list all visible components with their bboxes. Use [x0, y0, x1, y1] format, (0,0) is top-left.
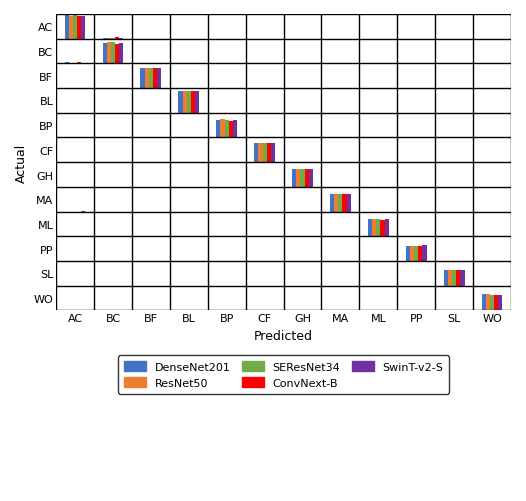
- Bar: [456, 271, 460, 286]
- Bar: [191, 92, 195, 114]
- Bar: [414, 246, 418, 262]
- Bar: [225, 121, 229, 138]
- Bar: [267, 144, 271, 163]
- Bar: [103, 44, 107, 64]
- Bar: [422, 246, 427, 262]
- Bar: [482, 295, 486, 311]
- Bar: [305, 170, 309, 187]
- Bar: [444, 270, 448, 286]
- Bar: [107, 43, 111, 64]
- Bar: [229, 121, 233, 138]
- Bar: [410, 246, 414, 262]
- Y-axis label: Actual: Actual: [15, 143, 28, 182]
- Bar: [418, 246, 422, 262]
- Bar: [149, 69, 153, 89]
- Bar: [334, 194, 338, 212]
- Bar: [65, 16, 69, 40]
- Bar: [490, 295, 494, 311]
- Bar: [111, 43, 115, 64]
- Bar: [385, 220, 389, 237]
- Bar: [376, 220, 380, 237]
- Bar: [300, 170, 305, 187]
- Bar: [406, 246, 410, 262]
- Bar: [296, 169, 300, 187]
- Bar: [309, 170, 313, 187]
- Bar: [183, 92, 187, 114]
- Bar: [271, 143, 275, 163]
- Bar: [153, 69, 157, 89]
- Bar: [178, 92, 183, 114]
- Bar: [82, 17, 85, 40]
- Bar: [77, 17, 82, 40]
- Bar: [347, 194, 351, 212]
- Bar: [258, 143, 262, 163]
- Bar: [119, 44, 124, 64]
- Bar: [220, 120, 225, 138]
- Bar: [145, 69, 149, 89]
- Bar: [460, 270, 464, 286]
- Bar: [157, 69, 161, 89]
- Bar: [115, 39, 119, 40]
- Bar: [292, 170, 296, 187]
- Bar: [342, 194, 347, 212]
- Bar: [338, 194, 342, 212]
- Bar: [73, 16, 77, 40]
- Bar: [498, 295, 502, 311]
- Bar: [368, 220, 372, 237]
- Bar: [187, 92, 191, 114]
- Bar: [254, 144, 258, 163]
- Bar: [216, 120, 220, 138]
- Bar: [262, 143, 267, 163]
- Bar: [195, 92, 199, 114]
- Bar: [448, 270, 452, 286]
- Bar: [330, 194, 334, 212]
- Legend: DenseNet201, ResNet50, SEResNet34, ConvNext-B, SwinT-v2-S: DenseNet201, ResNet50, SEResNet34, ConvN…: [118, 356, 449, 394]
- Bar: [107, 39, 111, 40]
- Bar: [372, 220, 376, 237]
- Bar: [452, 270, 456, 286]
- Bar: [77, 63, 82, 64]
- Bar: [380, 220, 385, 237]
- Bar: [233, 120, 237, 138]
- Bar: [486, 295, 490, 311]
- Bar: [115, 45, 119, 64]
- Bar: [69, 17, 73, 40]
- Bar: [140, 69, 145, 89]
- Bar: [494, 295, 498, 311]
- Bar: [65, 63, 69, 64]
- X-axis label: Predicted: Predicted: [254, 329, 313, 342]
